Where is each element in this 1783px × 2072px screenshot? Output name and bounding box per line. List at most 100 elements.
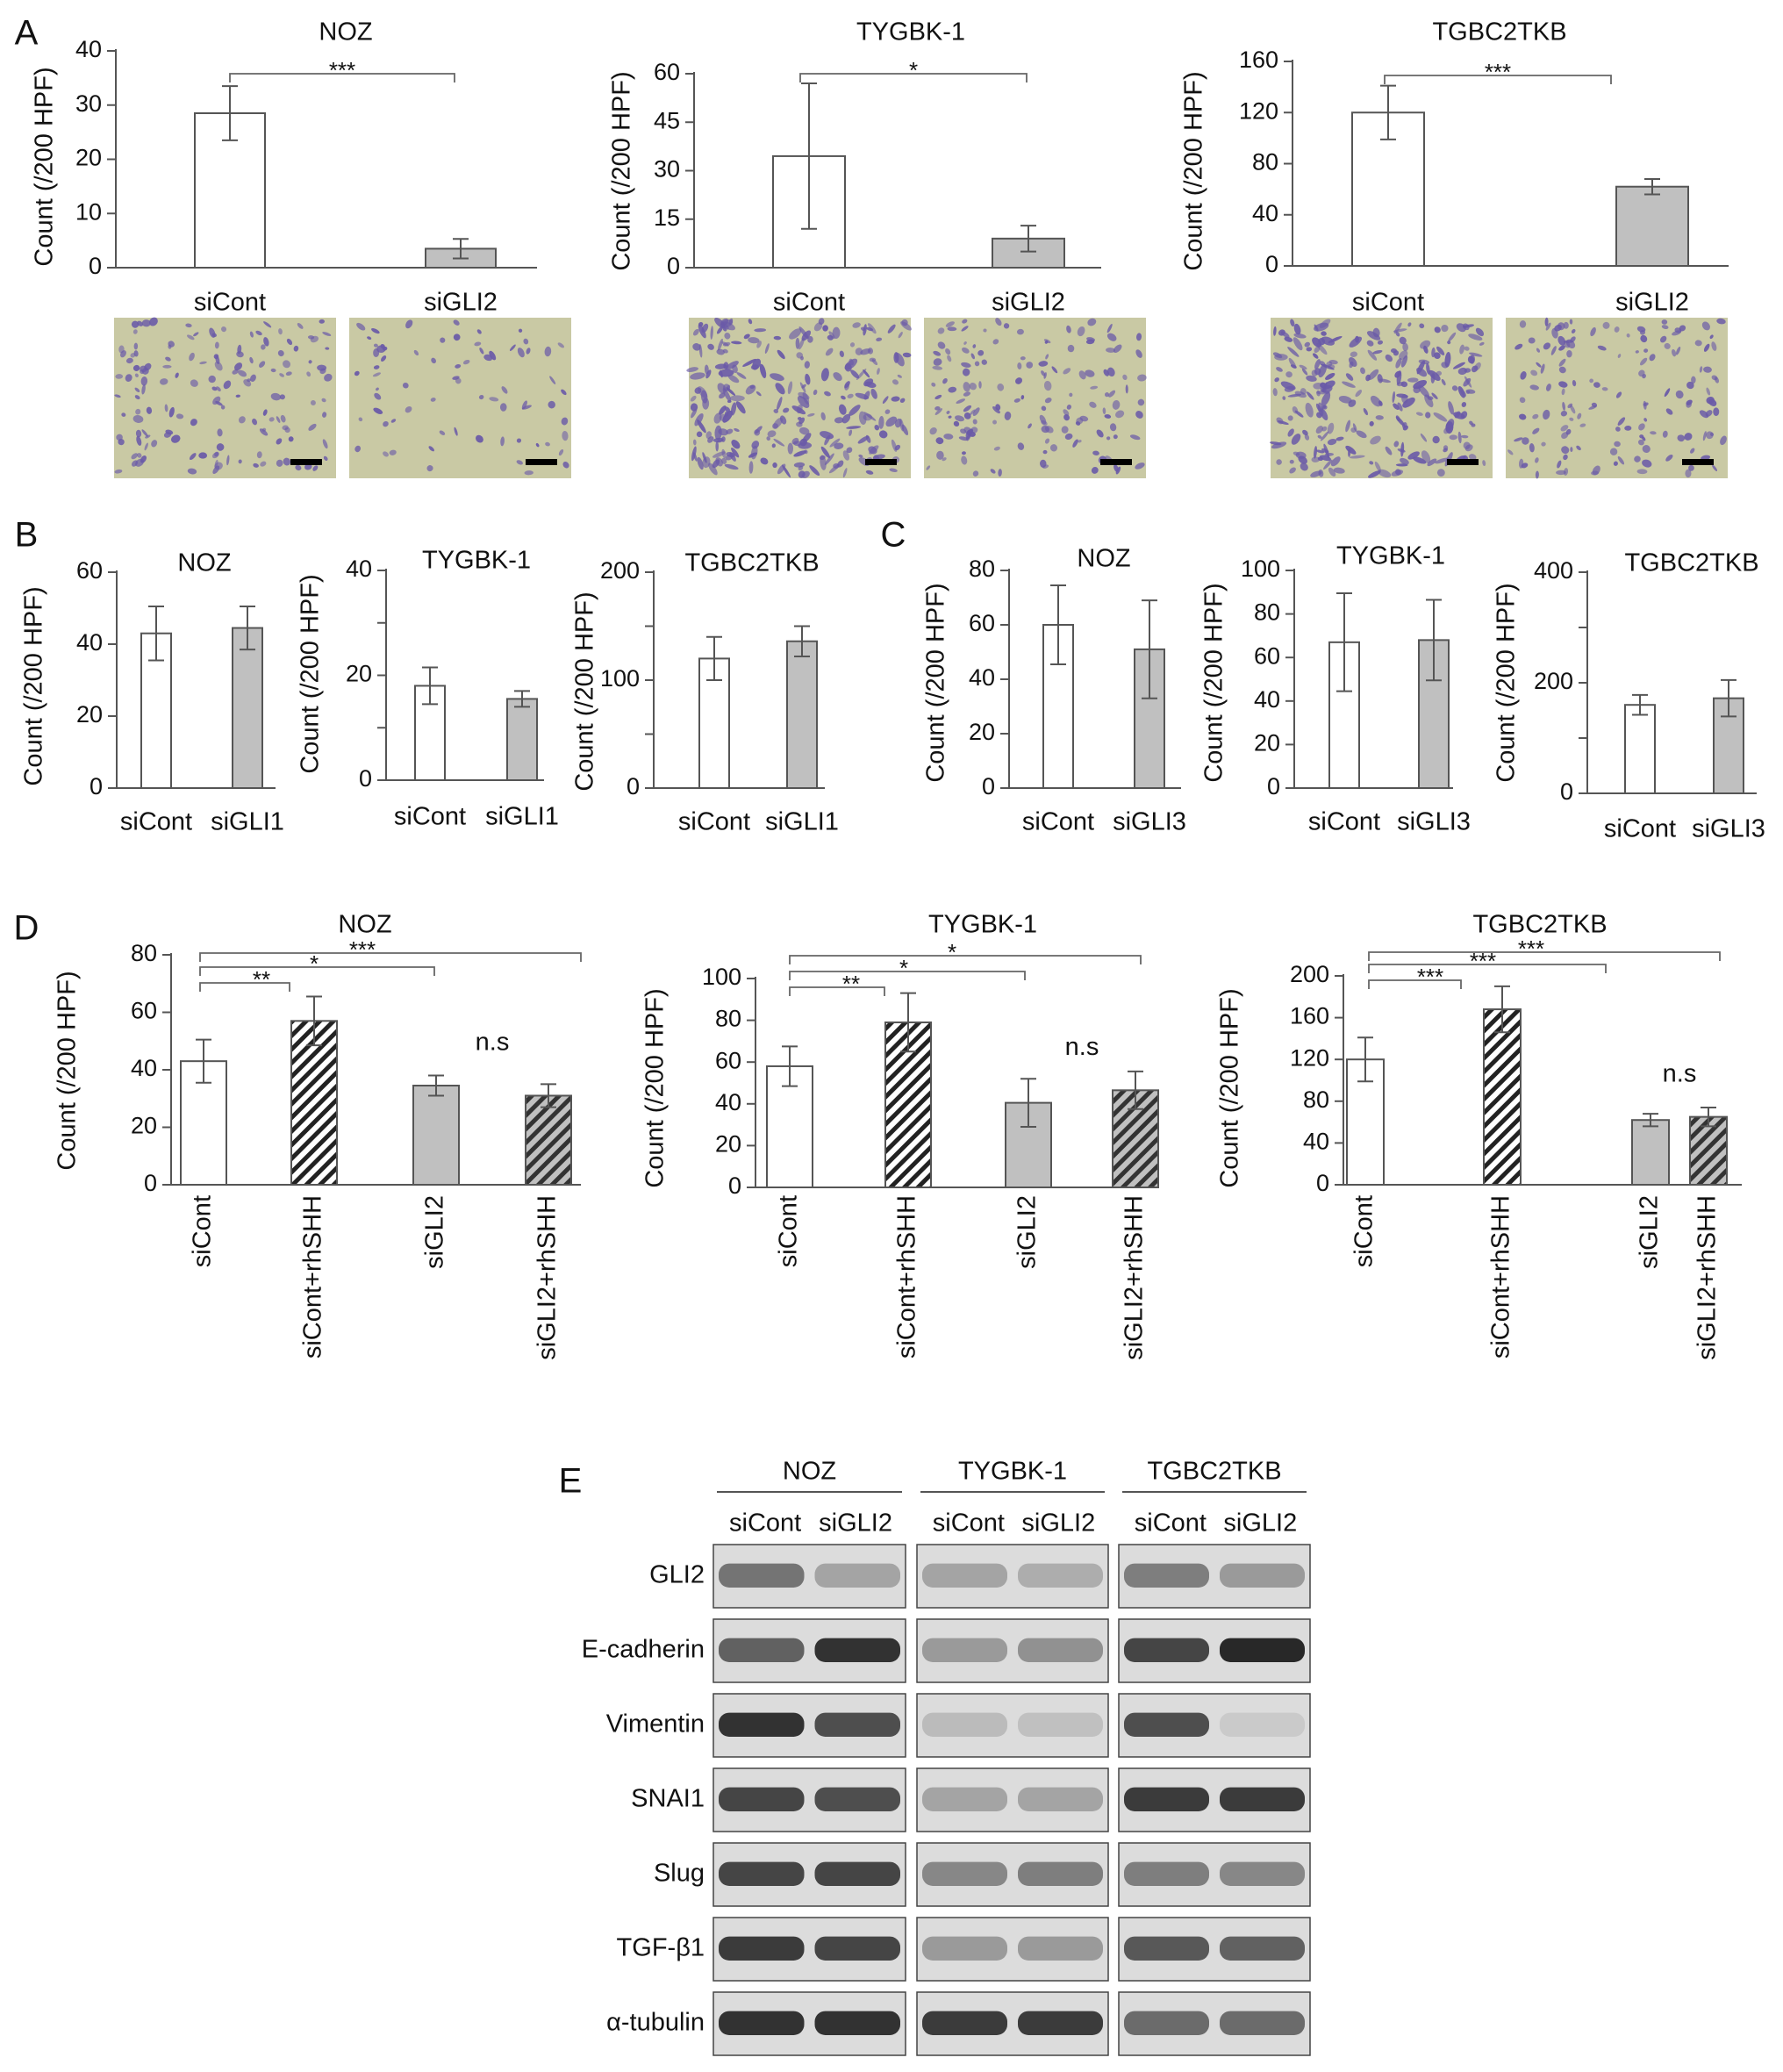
blot-row-snai1: SNAI1 (631, 1767, 1311, 1832)
stained-cell (164, 404, 168, 412)
stained-cell (707, 343, 714, 350)
stained-cell (249, 331, 254, 338)
y-tick-label: 20 (346, 661, 372, 687)
y-axis-label: Count (/200 HPF) (571, 591, 599, 791)
stained-cell (719, 405, 727, 415)
stained-cell (1475, 327, 1485, 337)
stained-cell (1624, 426, 1632, 431)
stained-cell (732, 364, 738, 374)
stained-cell (1563, 468, 1569, 476)
stained-cell (1328, 467, 1336, 477)
stained-cell (561, 389, 567, 396)
stained-cell (1464, 346, 1470, 351)
stained-cell (1345, 445, 1357, 455)
y-tick-label: 160 (1290, 1003, 1329, 1029)
stained-cell (130, 353, 136, 358)
stained-cell (750, 445, 758, 460)
blot-band (922, 1712, 1007, 1737)
stained-cell (354, 445, 362, 453)
y-tick-label: 0 (89, 253, 102, 279)
stained-cell (846, 447, 853, 454)
stained-cell (217, 428, 223, 437)
stained-cell (1051, 366, 1058, 374)
stained-cell (523, 338, 529, 345)
y-tick-label: 20 (76, 701, 103, 728)
stained-cell (820, 412, 826, 421)
stained-cell (1293, 333, 1307, 339)
blot-row-tgf-1: TGF-β1 (617, 1917, 1311, 1982)
stained-cell (322, 412, 327, 418)
stained-cell (1366, 340, 1374, 347)
stained-cell (878, 415, 884, 429)
y-axis-label: Count (/200 HPF) (297, 574, 325, 773)
bar-sicont-rhshh (290, 1020, 338, 1186)
stained-cell (413, 349, 419, 356)
stained-cell (1706, 431, 1714, 440)
stained-cell (526, 348, 531, 355)
stained-cell (942, 457, 947, 462)
stained-cell (1377, 374, 1383, 384)
stained-cell (1085, 369, 1095, 377)
stained-cell (1535, 470, 1539, 479)
chart-title: TYGBK-1 (856, 18, 965, 47)
stained-cell (1363, 408, 1369, 416)
blot-lane-label: siGLI2 (1021, 1509, 1095, 1538)
stained-cell (1661, 325, 1669, 330)
stained-cell (304, 463, 312, 470)
stained-cell (885, 416, 898, 427)
stained-cell (1561, 432, 1569, 439)
significance-label: * (899, 955, 908, 981)
stained-cell (797, 417, 802, 420)
x-category-label: siGLI3 (1692, 815, 1765, 843)
stained-cell (367, 336, 372, 341)
stained-cell (1529, 384, 1539, 391)
x-category-label: siGLI2+rhSHH (533, 1195, 562, 1360)
stained-cell (214, 451, 219, 457)
stained-cell (317, 364, 327, 371)
stained-cell (1420, 340, 1431, 349)
stained-cell (1319, 455, 1331, 462)
stained-cell (1418, 384, 1430, 398)
stained-cell (1571, 328, 1576, 333)
blot-band (922, 1861, 1007, 1886)
stained-cell (1324, 453, 1335, 456)
stained-cell (1469, 355, 1476, 364)
stained-cell (535, 442, 540, 448)
y-axis-label: Count (/200 HPF) (922, 583, 950, 782)
chart-a-tygbk: TYGBK-1 Count (/200 HPF) 0 15 30 45 60 siCont si… (608, 18, 1101, 317)
stained-cell (1016, 328, 1024, 335)
blot-group-tgbc2tkb: TGBC2TKB siCont siGLI2 (1122, 1458, 1307, 1538)
stained-cell (1348, 399, 1357, 407)
stained-cell (777, 349, 785, 360)
stained-cell (844, 358, 858, 370)
stained-cell (933, 350, 942, 356)
chart-d-tgbc: TGBC2TKB Count (/200 HPF) 0 40 80 120 160 200 si… (1216, 911, 1742, 1360)
stained-cell (277, 350, 284, 357)
stained-cell (1372, 327, 1380, 338)
chart-b-tygbk: TYGBK-1 Count (/200 HPF) 0 20 40 siCont siGLI1 (297, 547, 559, 831)
stained-cell (120, 350, 126, 358)
y-tick-label: 20 (131, 1113, 157, 1139)
stained-cell (1345, 373, 1354, 381)
stained-cell (1327, 422, 1335, 434)
y-tick-label: 20 (75, 145, 102, 171)
y-tick-label: 60 (654, 59, 680, 85)
stained-cell (1087, 318, 1097, 326)
stained-cell (1592, 465, 1600, 476)
stained-cell (1433, 352, 1441, 360)
stained-cell (1004, 411, 1012, 420)
stained-cell (705, 369, 712, 379)
stained-cell (259, 361, 266, 368)
stained-cell (1043, 380, 1052, 391)
stained-cell (1333, 467, 1345, 474)
stained-cell (1703, 343, 1710, 352)
stained-cell (509, 344, 516, 351)
stained-cell (1638, 439, 1644, 446)
stained-cell (842, 468, 848, 478)
blot-group-title: NOZ (783, 1458, 836, 1486)
blot-band (1220, 1563, 1305, 1588)
stained-cell (1280, 381, 1296, 391)
stained-cell (775, 383, 785, 395)
y-tick-label: 200 (1290, 961, 1329, 987)
y-tick-label: 20 (1254, 730, 1280, 756)
